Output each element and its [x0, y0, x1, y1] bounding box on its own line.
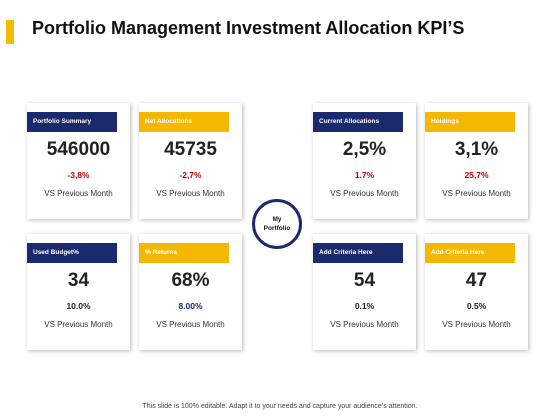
- footer-note: This slide is 100% editable. Adapt it to…: [142, 403, 418, 410]
- kpi-value: 68%: [171, 270, 210, 291]
- kpi-change: 1.7%: [354, 170, 375, 180]
- kpi-value: 3,1%: [454, 139, 499, 160]
- kpi-comparison-label: VS Previous Month: [44, 189, 113, 198]
- kpi-change: 8.00%: [178, 301, 203, 311]
- kpi-card-header: Add Criteria Here: [425, 243, 515, 263]
- kpi-value: 54: [353, 270, 376, 291]
- kpi-value: 47: [465, 270, 488, 291]
- kpi-comparison-label: VS Previous Month: [44, 320, 113, 329]
- kpi-card-header: Add Criteria Here: [313, 243, 403, 263]
- kpi-change: 0.1%: [354, 301, 375, 311]
- kpi-comparison-label: VS Previous Month: [442, 320, 511, 329]
- kpi-card-used-budget: Used Budget% 34 10.0% VS Previous Month: [27, 234, 130, 350]
- kpi-card-header: Current Allocations: [313, 112, 403, 132]
- kpi-comparison-label: VS Previous Month: [330, 189, 399, 198]
- kpi-change: 0.5%: [466, 301, 487, 311]
- page-title: Portfolio Management Investment Allocati…: [32, 18, 465, 38]
- kpi-change: -3,8%: [67, 170, 90, 180]
- kpi-comparison-label: VS Previous Month: [330, 320, 399, 329]
- kpi-comparison-label: VS Previous Month: [442, 189, 511, 198]
- kpi-change: -2,7%: [179, 170, 202, 180]
- kpi-value: 45735: [164, 139, 217, 160]
- kpi-comparison-label: VS Previous Month: [156, 320, 225, 329]
- kpi-card-holdings: Holdings 3,1% 25,7% VS Previous Month: [425, 103, 528, 219]
- my-portfolio-label: My Portfolio: [263, 216, 291, 232]
- kpi-change: 25,7%: [464, 170, 489, 180]
- kpi-card-net-allocations: Net Allocations 45735 -2,7% VS Previous …: [139, 103, 242, 219]
- title-accent-bar: [6, 20, 14, 44]
- kpi-card-returns: % Returns 68% 8.00% VS Previous Month: [139, 234, 242, 350]
- kpi-change: 10.0%: [66, 301, 91, 311]
- kpi-card-header: Net Allocations: [139, 112, 229, 132]
- kpi-card-portfolio-summary: Portfolio Summary 546000 -3,8% VS Previo…: [27, 103, 130, 219]
- kpi-value: 546000: [46, 139, 111, 160]
- kpi-value: 34: [67, 270, 90, 291]
- kpi-comparison-label: VS Previous Month: [156, 189, 225, 198]
- kpi-card-header: Holdings: [425, 112, 515, 132]
- kpi-value: 2,5%: [342, 139, 387, 160]
- kpi-card-header: % Returns: [139, 243, 229, 263]
- kpi-card-add-criteria-1: Add Criteria Here 54 0.1% VS Previous Mo…: [313, 234, 416, 350]
- kpi-card-header: Portfolio Summary: [27, 112, 117, 132]
- kpi-card-current-allocations: Current Allocations 2,5% 1.7% VS Previou…: [313, 103, 416, 219]
- kpi-card-header: Used Budget%: [27, 243, 117, 263]
- kpi-card-add-criteria-2: Add Criteria Here 47 0.5% VS Previous Mo…: [425, 234, 528, 350]
- my-portfolio-circle: My Portfolio: [252, 199, 302, 249]
